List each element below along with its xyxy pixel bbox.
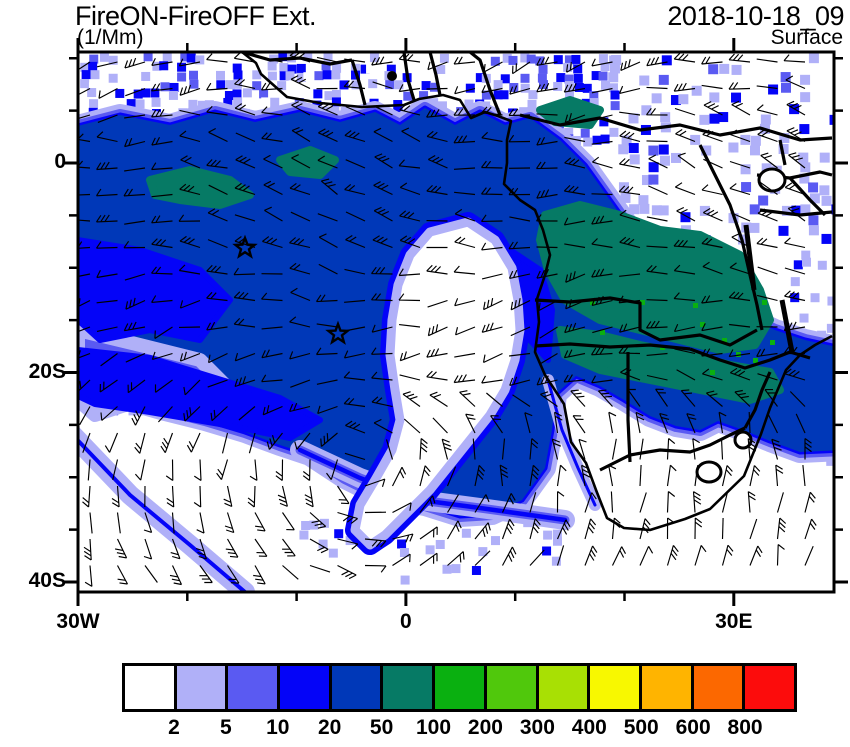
colorbar-cell <box>693 666 743 709</box>
colorbar-cell <box>176 666 226 709</box>
country-border <box>778 139 787 166</box>
lake-outline <box>743 224 757 291</box>
colorbar-cell <box>641 666 691 709</box>
x-axis-tick-label: 30W <box>56 610 100 633</box>
colorbar-cell <box>331 666 381 709</box>
lake-outline <box>695 460 723 484</box>
colorbar-tick-label: 2 <box>168 716 180 739</box>
colorbar-cell <box>228 666 278 709</box>
plot-datetime: 2018-10-18_09 <box>667 1 844 31</box>
colorbar-tick-label: 5 <box>220 716 232 739</box>
africa-coastline <box>241 53 833 532</box>
colorbar-tick-label: 100 <box>416 716 452 739</box>
colorbar-tick-label: 50 <box>369 716 394 739</box>
colorbar-cell <box>280 666 329 709</box>
x-axis-tick-label: 0 <box>400 610 412 633</box>
colorbar-cell <box>383 666 433 709</box>
star-marker <box>232 234 258 259</box>
map-frame <box>64 38 848 606</box>
country-border <box>626 352 632 463</box>
colorbar-cell <box>590 666 639 709</box>
lake-outline <box>757 167 787 193</box>
colorbar-tick-label: 500 <box>623 716 659 739</box>
wind-barbs <box>79 53 817 587</box>
colorbar-cell <box>435 666 484 709</box>
colorbar-tick-label: 200 <box>467 716 503 739</box>
country-border <box>698 144 764 331</box>
y-axis-tick-label: 20S <box>28 359 66 383</box>
plot-units: (1/Mm) <box>77 26 144 49</box>
colorbar-cell <box>538 666 588 709</box>
country-border <box>534 342 691 351</box>
country-border <box>350 59 367 106</box>
colorbar-tick-label: 300 <box>519 716 555 739</box>
country-border <box>402 53 416 101</box>
colorbar-tick-label: 20 <box>318 716 342 739</box>
colorbar-tick-label: 600 <box>675 716 711 739</box>
x-axis-tick-label: 30E <box>715 610 753 633</box>
colorbar-cell <box>486 666 536 709</box>
y-axis-tick-label: 40S <box>28 569 66 592</box>
colorbar-tick-label: 800 <box>727 716 763 739</box>
colorbar <box>122 663 797 712</box>
country-border <box>788 176 827 217</box>
country-border <box>599 426 746 472</box>
star-marker <box>325 320 351 345</box>
colorbar-tick-label: 10 <box>266 716 290 739</box>
country-border <box>519 113 833 142</box>
country-border <box>469 53 502 116</box>
colorbar-cell <box>745 666 794 709</box>
colorbar-cell <box>125 666 174 709</box>
field-layers <box>79 53 833 591</box>
colorbar-tick-label: 400 <box>571 716 607 739</box>
country-border <box>241 53 353 66</box>
plot-level: Surface <box>770 26 843 49</box>
y-axis-tick-label: 0 <box>54 150 66 173</box>
plot-title: FireON-FireOFF Ext. <box>75 1 317 31</box>
